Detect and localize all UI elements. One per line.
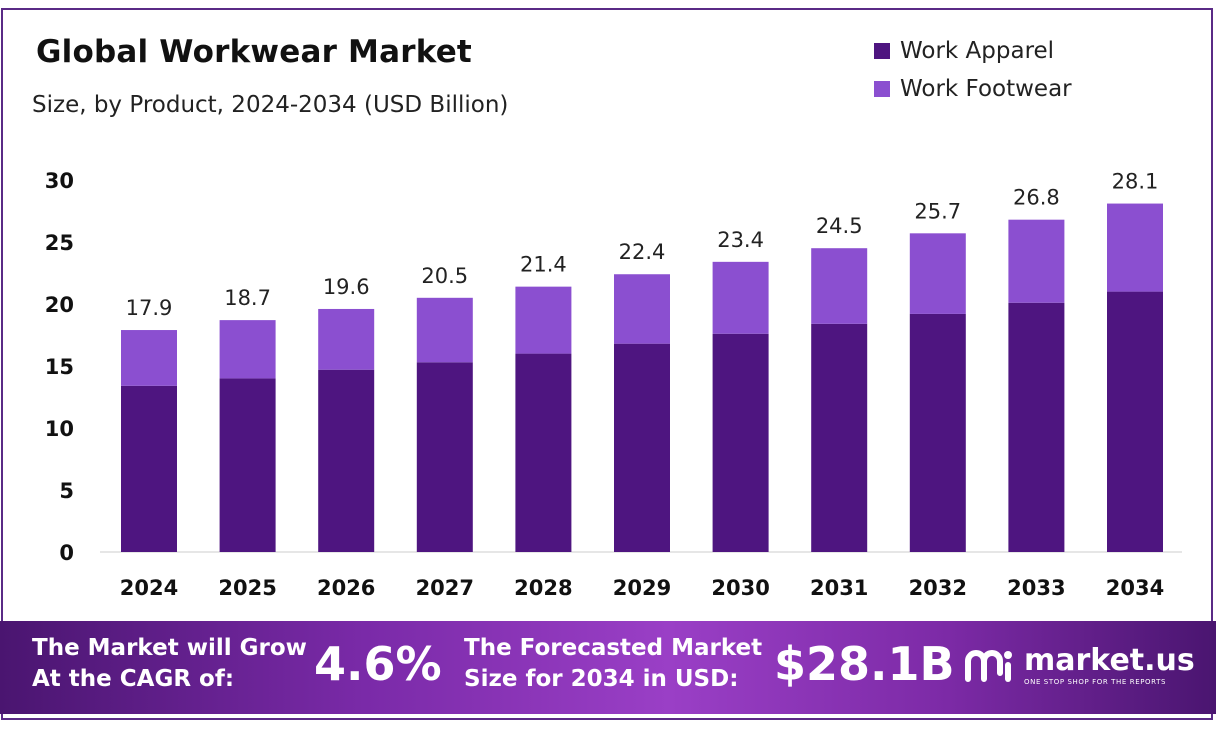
- legend-label-work-apparel: Work Apparel: [900, 38, 1055, 64]
- bar-total-label: 19.6: [323, 275, 370, 299]
- x-tick-label: 2028: [514, 576, 572, 600]
- bar-work-footwear: [318, 308, 375, 370]
- bar-total-label: 20.5: [421, 264, 468, 288]
- market-us-logo: market.us ONE STOP SHOP FOR THE REPORTS: [962, 643, 1195, 689]
- y-tick-label: 20: [45, 293, 74, 317]
- x-tick-label: 2025: [218, 576, 276, 600]
- y-tick-label: 25: [45, 231, 74, 255]
- bar-total-label: 28.1: [1112, 170, 1159, 194]
- bar-work-footwear: [219, 320, 276, 379]
- legend: Work Apparel Work Footwear: [874, 32, 1072, 108]
- chart-subtitle: Size, by Product, 2024-2034 (USD Billion…: [32, 92, 509, 118]
- x-tick-label: 2030: [711, 576, 769, 600]
- bar-work-footwear: [121, 330, 177, 386]
- legend-item-work-footwear: Work Footwear: [874, 70, 1072, 108]
- bar-work-footwear: [614, 274, 670, 344]
- bar-work-apparel: [1008, 302, 1065, 552]
- logo-tagline: ONE STOP SHOP FOR THE REPORTS: [1024, 678, 1167, 686]
- bar-total-label: 25.7: [914, 199, 961, 223]
- chart-title: Global Workwear Market: [36, 34, 472, 70]
- bar-work-footwear: [909, 233, 966, 314]
- chart-plot: 05101520253017.9202418.7202519.6202620.5…: [45, 169, 1182, 600]
- bar-work-apparel: [515, 353, 572, 552]
- y-tick-label: 30: [45, 169, 74, 193]
- logo-name: market.us: [1024, 643, 1195, 678]
- bar-work-apparel: [909, 313, 966, 552]
- bar-total-label: 22.4: [619, 240, 666, 264]
- x-tick-label: 2033: [1007, 576, 1065, 600]
- forecast-value: $28.1B: [774, 637, 955, 691]
- bar-work-footwear: [416, 297, 473, 363]
- x-tick-label: 2031: [810, 576, 868, 600]
- bar-total-label: 17.9: [126, 296, 173, 320]
- cagr-value: 4.6%: [314, 637, 442, 691]
- bar-total-label: 24.5: [816, 214, 863, 238]
- bar-total-label: 21.4: [520, 253, 567, 277]
- x-tick-label: 2032: [909, 576, 967, 600]
- x-tick-label: 2026: [317, 576, 375, 600]
- bar-work-apparel: [318, 369, 375, 552]
- x-tick-label: 2024: [120, 576, 178, 600]
- cagr-label: The Market will Grow At the CAGR of:: [32, 633, 307, 695]
- bar-total-label: 18.7: [224, 286, 271, 310]
- cagr-label-line1: The Market will Grow: [32, 635, 307, 661]
- bar-work-footwear: [712, 261, 769, 334]
- bar-work-footwear: [515, 286, 572, 354]
- y-tick-label: 0: [59, 541, 74, 565]
- legend-item-work-apparel: Work Apparel: [874, 32, 1072, 70]
- bar-work-apparel: [614, 343, 670, 552]
- legend-swatch-work-apparel: [874, 43, 890, 59]
- bar-total-label: 26.8: [1013, 186, 1060, 210]
- bar-work-apparel: [1107, 291, 1163, 552]
- y-tick-label: 15: [45, 355, 74, 379]
- bar-work-apparel: [416, 362, 473, 552]
- summary-banner: The Market will Grow At the CAGR of: 4.6…: [0, 621, 1216, 714]
- y-tick-label: 5: [59, 479, 74, 503]
- forecast-label-line1: The Forecasted Market: [464, 635, 763, 661]
- x-tick-label: 2034: [1106, 576, 1164, 600]
- bar-work-apparel: [712, 333, 769, 552]
- bar-work-footwear: [811, 248, 868, 324]
- bar-work-apparel: [219, 378, 276, 552]
- forecast-label: The Forecasted Market Size for 2034 in U…: [464, 633, 762, 695]
- market-us-logo-icon: [965, 650, 1012, 682]
- x-tick-label: 2027: [416, 576, 474, 600]
- bar-work-apparel: [121, 385, 177, 552]
- bar-work-footwear: [1107, 203, 1163, 292]
- legend-label-work-footwear: Work Footwear: [900, 76, 1072, 102]
- cagr-label-line2: At the CAGR of:: [32, 666, 235, 692]
- legend-swatch-work-footwear: [874, 81, 890, 97]
- x-tick-label: 2029: [613, 576, 671, 600]
- bar-work-apparel: [811, 323, 868, 552]
- bar-total-label: 23.4: [717, 228, 764, 252]
- y-tick-label: 10: [45, 417, 74, 441]
- forecast-label-line2: Size for 2034 in USD:: [464, 666, 739, 692]
- bar-work-footwear: [1008, 219, 1065, 303]
